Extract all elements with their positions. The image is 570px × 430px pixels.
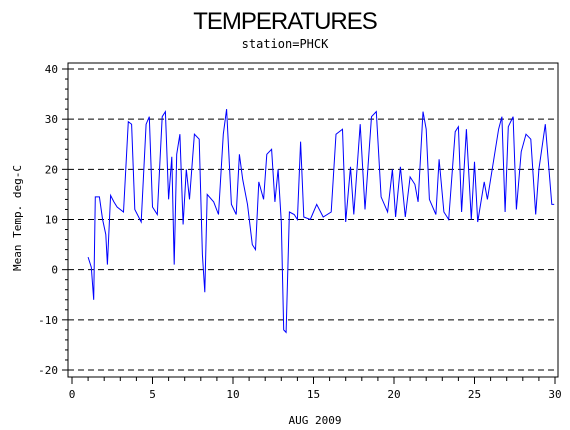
y-axis: -20 -10 0 10 20 30 40 — [38, 63, 68, 377]
minor-ticks — [65, 78, 540, 381]
x-tick-label: 25 — [468, 388, 481, 401]
x-axis: 0 5 10 15 20 25 30 — [69, 377, 562, 401]
chart-subtitle: station=PHCK — [242, 37, 329, 51]
x-tick-label: 20 — [387, 388, 400, 401]
y-tick-label: 10 — [45, 214, 58, 227]
temperature-series-line — [87, 109, 555, 334]
x-axis-label: AUG 2009 — [289, 414, 342, 427]
x-tick-label: 5 — [149, 388, 156, 401]
y-tick-label: 20 — [45, 163, 58, 176]
grid-lines — [68, 68, 558, 371]
x-tick-label: 30 — [548, 388, 561, 401]
x-tick-label: 10 — [226, 388, 239, 401]
y-tick-label: 0 — [51, 264, 58, 277]
y-axis-label: Mean Temp. deg-C — [11, 165, 24, 271]
chart-title: TEMPERATURES — [193, 8, 377, 35]
x-tick-label: 0 — [69, 388, 76, 401]
y-tick-label: -20 — [38, 364, 58, 377]
y-tick-label: 40 — [45, 63, 58, 76]
y-tick-label: 30 — [45, 113, 58, 126]
x-tick-label: 15 — [307, 388, 320, 401]
y-tick-label: -10 — [38, 314, 58, 327]
